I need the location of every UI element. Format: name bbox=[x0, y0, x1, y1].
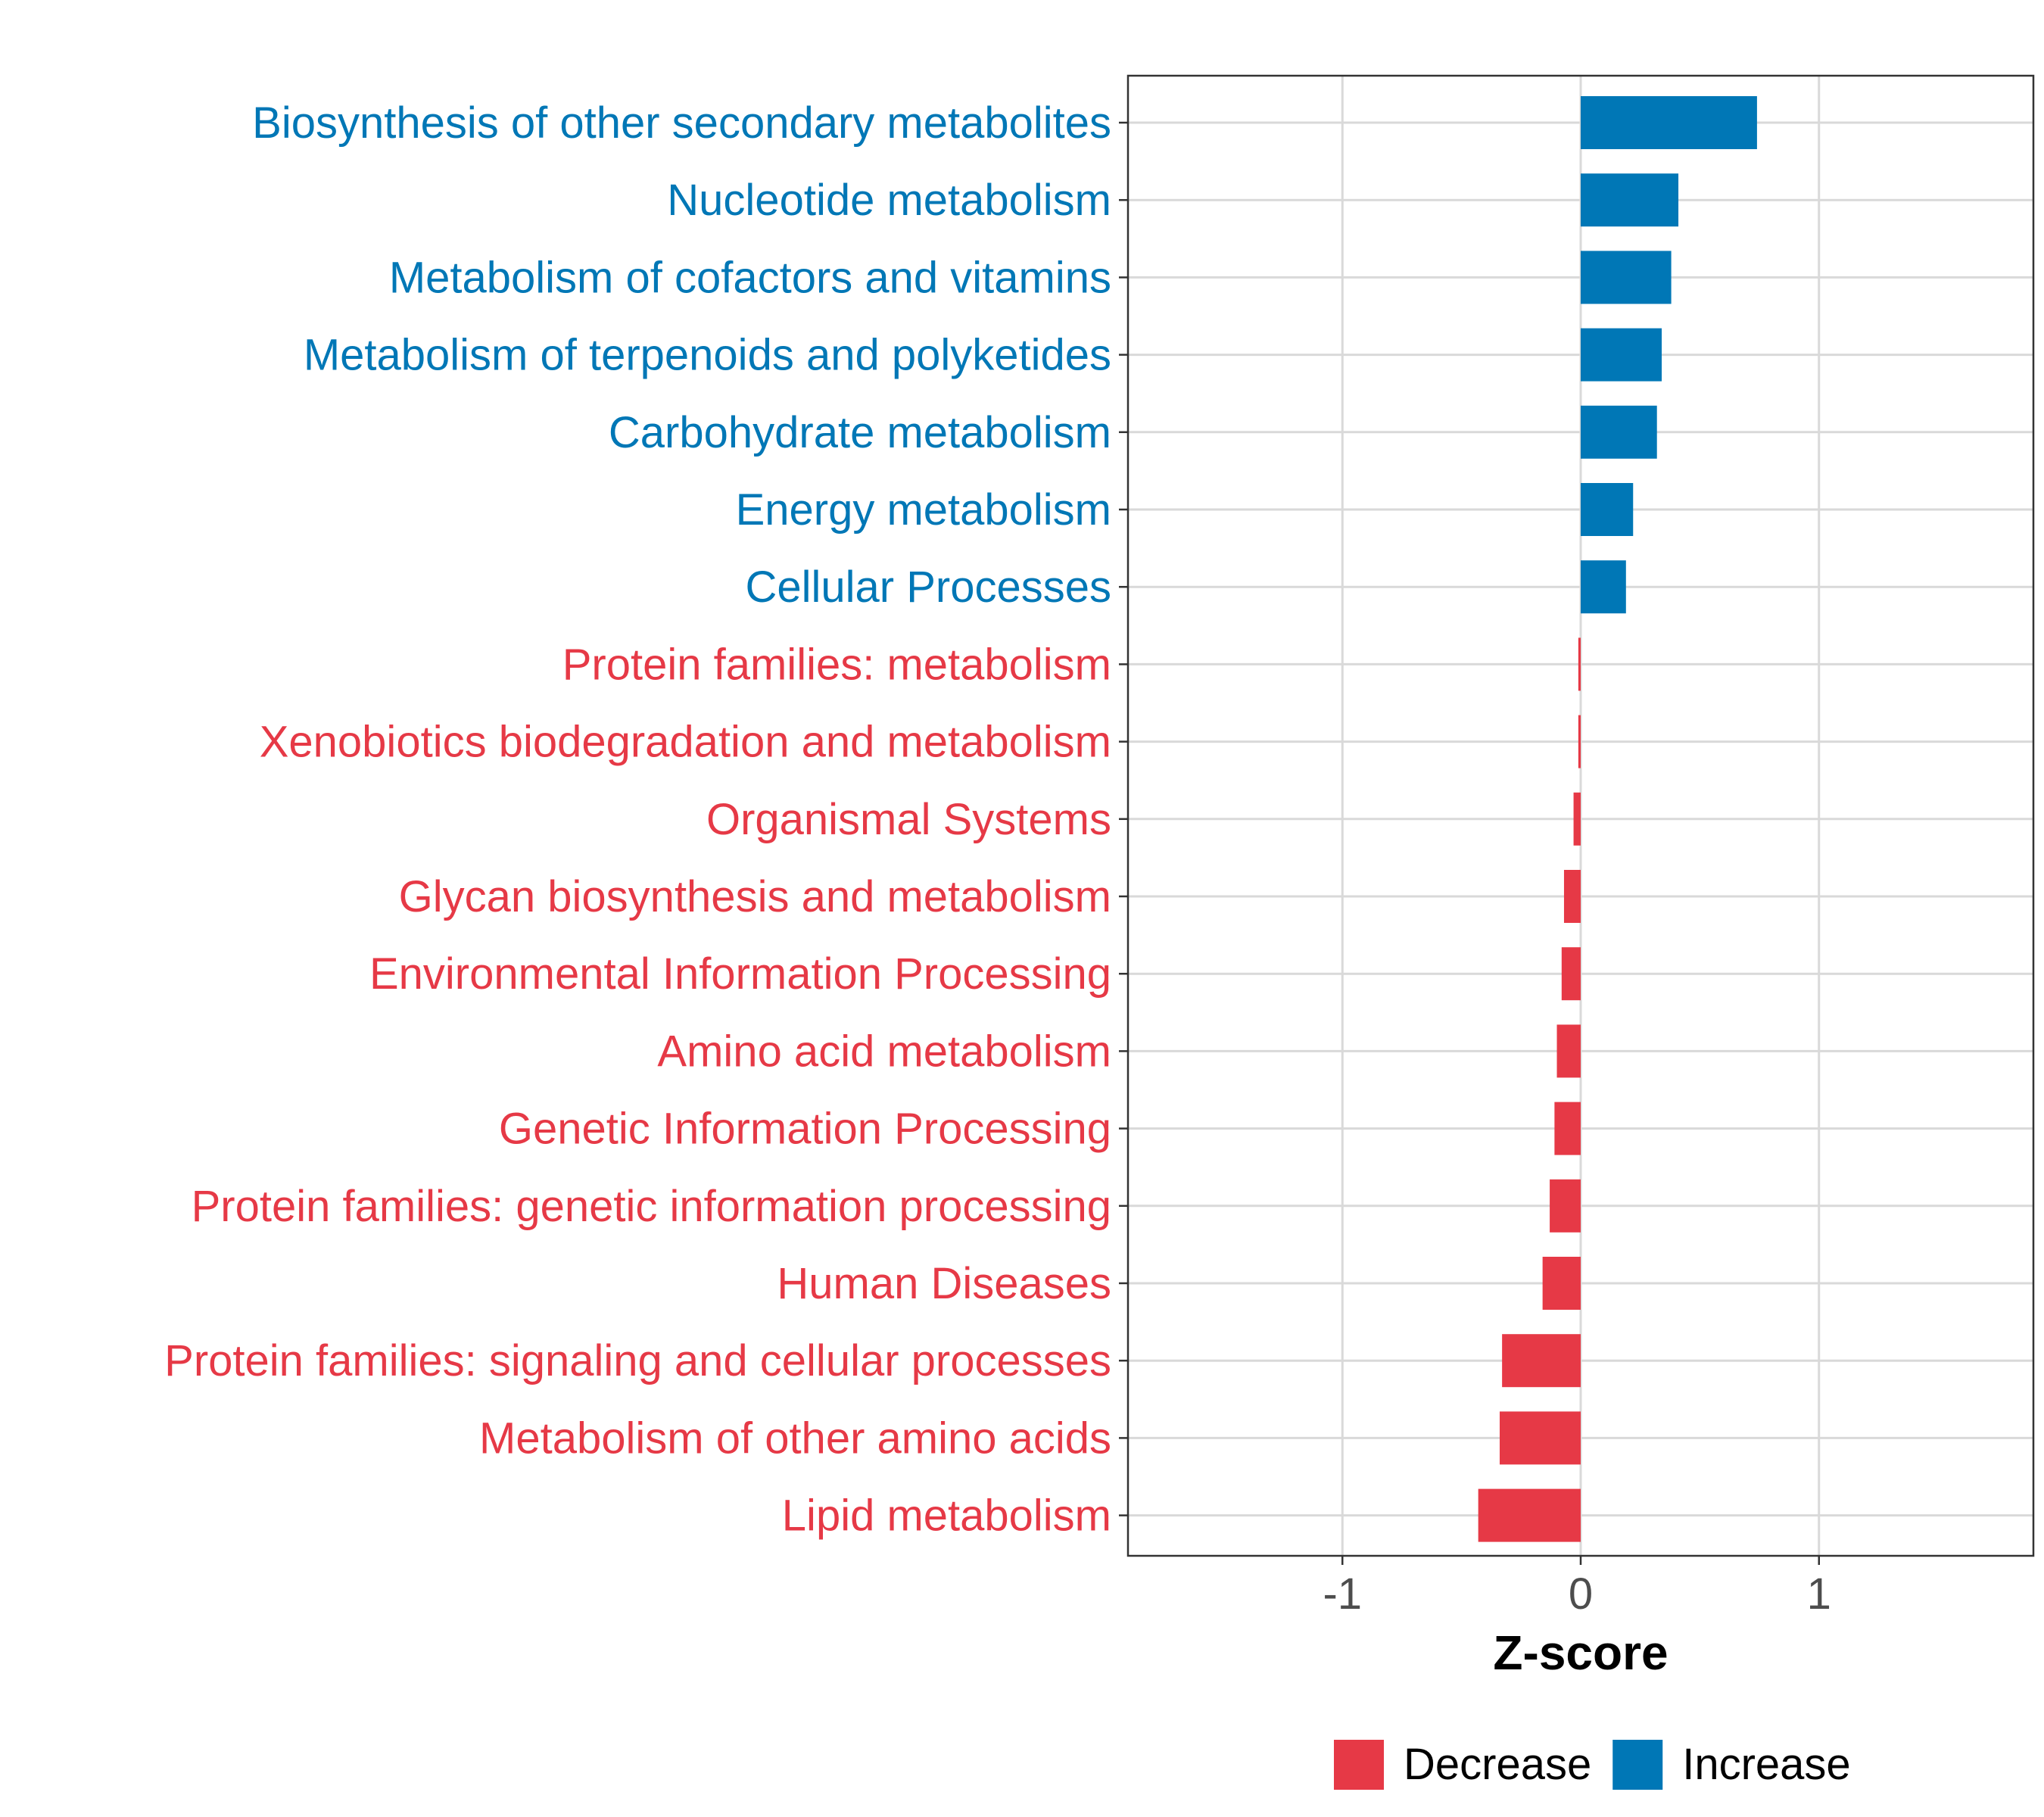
category-label: Human Diseases bbox=[777, 1259, 1111, 1308]
x-tick-label: 1 bbox=[1807, 1569, 1831, 1619]
bar-layer bbox=[1478, 96, 1757, 1542]
bar bbox=[1561, 947, 1581, 1001]
category-label: Environmental Information Processing bbox=[369, 949, 1111, 999]
category-label: Metabolism of terpenoids and polyketides bbox=[304, 331, 1111, 380]
x-tick-label: -1 bbox=[1323, 1569, 1362, 1619]
category-label: Amino acid metabolism bbox=[657, 1027, 1111, 1076]
bar bbox=[1542, 1257, 1581, 1310]
bar bbox=[1578, 715, 1581, 768]
category-label: Protein families: signaling and cellular… bbox=[164, 1336, 1111, 1385]
bar bbox=[1581, 251, 1672, 304]
legend-label: Increase bbox=[1682, 1740, 1850, 1789]
bar bbox=[1581, 483, 1634, 536]
legend-label: Decrease bbox=[1404, 1740, 1591, 1789]
bar bbox=[1554, 1102, 1581, 1155]
bar bbox=[1563, 870, 1581, 923]
bar bbox=[1581, 405, 1657, 459]
category-label: Energy metabolism bbox=[736, 485, 1111, 535]
legend: Decrease Increase bbox=[1334, 1740, 1851, 1790]
bar bbox=[1581, 96, 1757, 149]
bar bbox=[1578, 637, 1581, 691]
category-label: Xenobiotics biodegradation and metabolis… bbox=[260, 718, 1111, 767]
bar bbox=[1573, 792, 1581, 846]
category-label: Nucleotide metabolism bbox=[667, 176, 1111, 225]
x-axis-title: Z-score bbox=[1493, 1625, 1668, 1680]
category-label: Protein families: genetic information pr… bbox=[192, 1182, 1111, 1231]
bar bbox=[1550, 1179, 1581, 1233]
x-tick-label: 0 bbox=[1569, 1569, 1593, 1619]
category-label: Organismal Systems bbox=[706, 795, 1111, 844]
bar bbox=[1556, 1024, 1581, 1078]
legend-key bbox=[1334, 1740, 1384, 1790]
legend-key bbox=[1612, 1740, 1663, 1790]
category-label: Carbohydrate metabolism bbox=[609, 408, 1111, 457]
category-label: Protein families: metabolism bbox=[562, 640, 1111, 689]
category-label: Biosynthesis of other secondary metaboli… bbox=[252, 98, 1111, 148]
bar bbox=[1581, 328, 1662, 382]
bar bbox=[1581, 560, 1626, 614]
category-label: Glycan biosynthesis and metabolism bbox=[399, 872, 1111, 921]
category-label: Genetic Information Processing bbox=[499, 1105, 1111, 1154]
x-axis-ticks: -1 0 1 bbox=[1119, 121, 1831, 1619]
category-label: Lipid metabolism bbox=[782, 1491, 1111, 1541]
bar bbox=[1502, 1334, 1581, 1388]
bar bbox=[1581, 173, 1679, 227]
category-label: Cellular Processes bbox=[745, 563, 1111, 612]
category-label: Metabolism of cofactors and vitamins bbox=[389, 253, 1111, 302]
bar bbox=[1499, 1411, 1581, 1465]
category-labels: Biosynthesis of other secondary metaboli… bbox=[164, 98, 1111, 1541]
bar bbox=[1478, 1488, 1581, 1542]
category-label: Metabolism of other amino acids bbox=[479, 1413, 1111, 1463]
